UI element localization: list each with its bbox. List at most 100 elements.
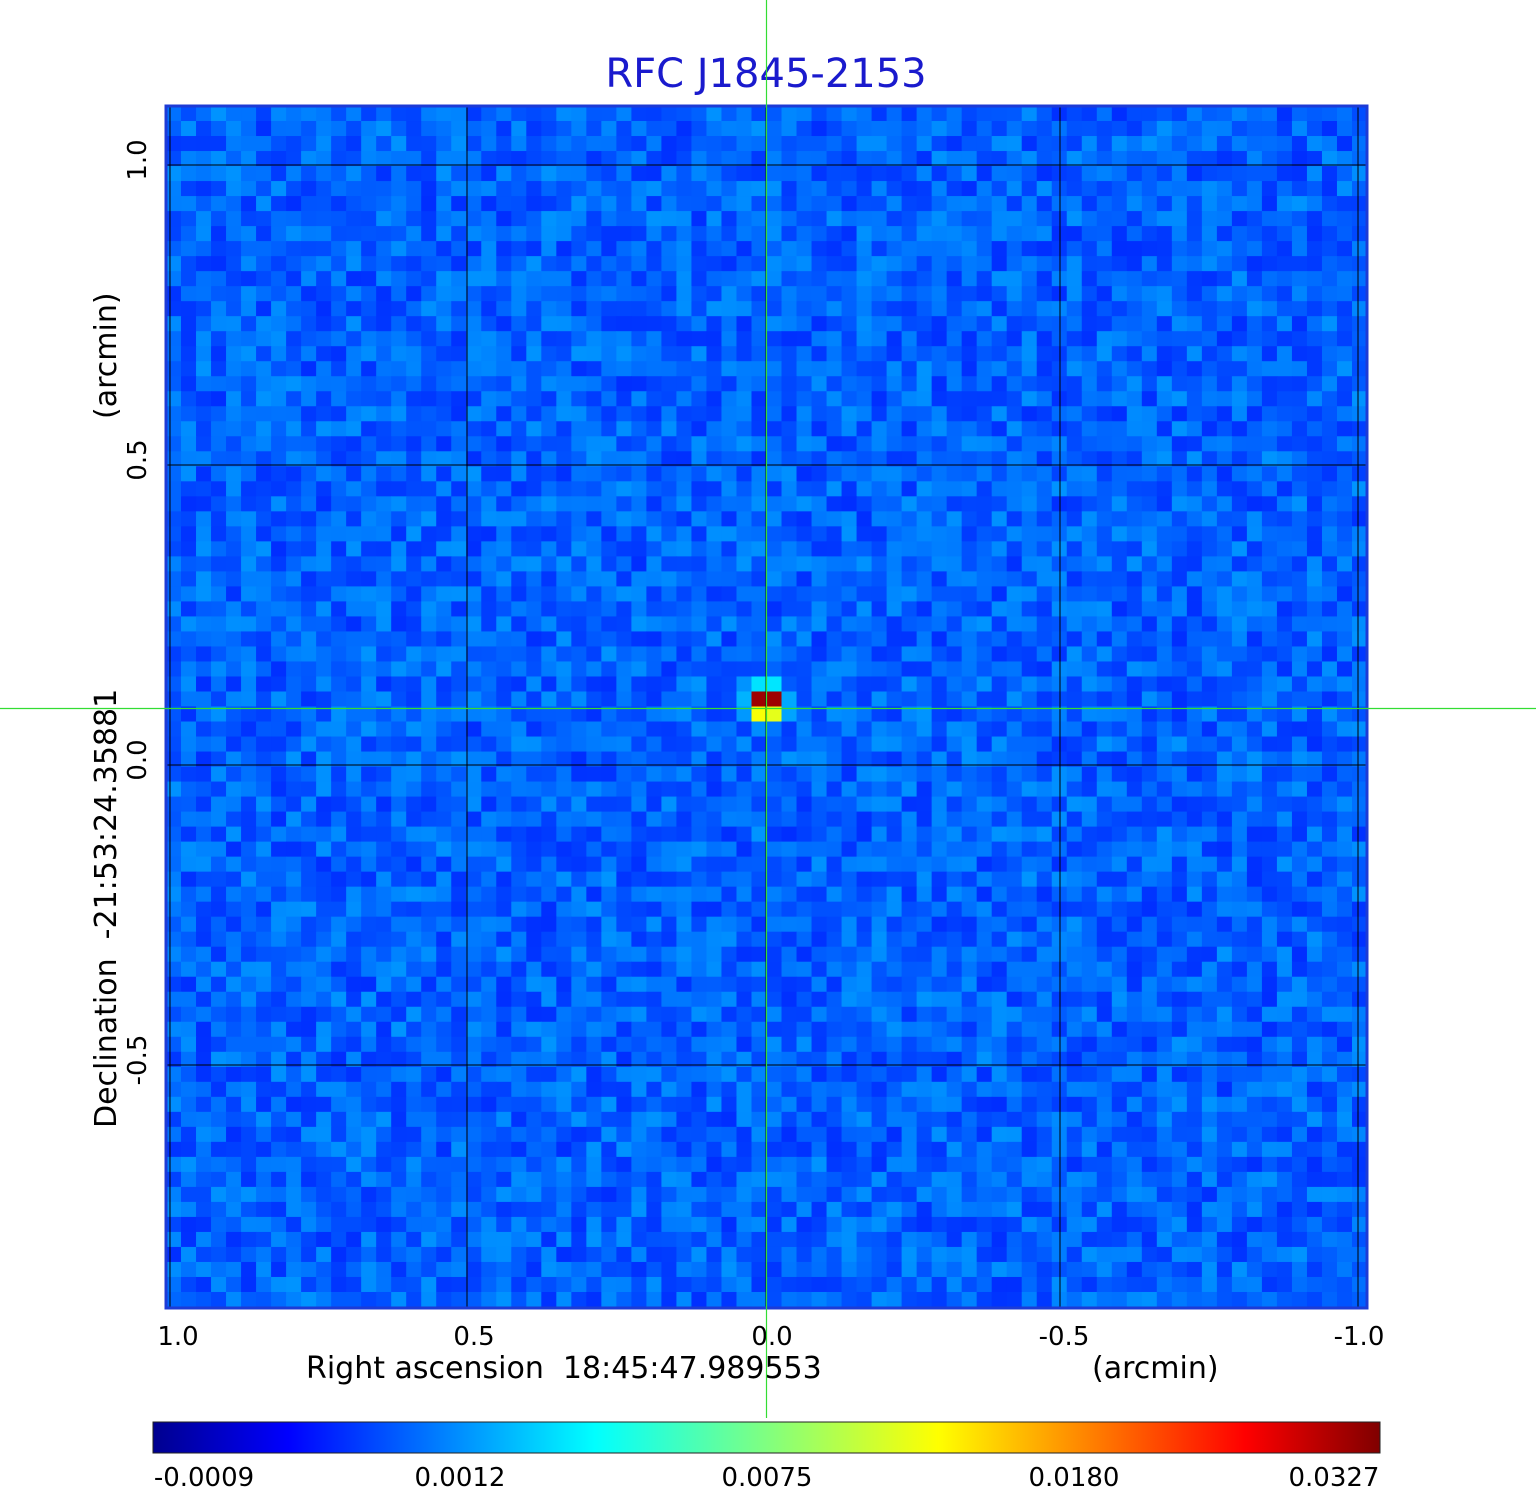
image-pixel [496, 991, 512, 1008]
image-pixel [1186, 1021, 1203, 1038]
image-pixel [796, 796, 813, 813]
image-pixel [1006, 196, 1023, 212]
image-pixel [451, 1021, 467, 1038]
image-pixel [436, 391, 452, 407]
image-pixel [1156, 181, 1173, 197]
image-pixel [1336, 541, 1353, 557]
image-pixel [451, 286, 467, 302]
image-pixel [436, 286, 452, 302]
image-pixel [1111, 121, 1128, 137]
image-pixel [1306, 721, 1323, 738]
image-pixel [1276, 361, 1293, 377]
image-pixel [1021, 121, 1038, 137]
image-pixel [616, 586, 632, 603]
image-pixel [991, 166, 1008, 182]
image-pixel [676, 841, 693, 858]
image-pixel [331, 256, 347, 272]
image-pixel [931, 301, 948, 317]
image-pixel [1171, 481, 1188, 497]
image-pixel [1066, 241, 1083, 257]
image-pixel [1171, 826, 1188, 843]
image-pixel [1201, 886, 1218, 903]
image-pixel [1186, 826, 1203, 843]
image-pixel [1096, 706, 1113, 723]
image-pixel [781, 991, 798, 1008]
image-pixel [1141, 661, 1158, 678]
image-pixel [961, 1021, 978, 1038]
image-pixel [181, 271, 197, 287]
image-pixel [811, 721, 828, 738]
image-pixel [406, 931, 422, 948]
image-pixel [331, 901, 347, 918]
image-pixel [1321, 301, 1338, 317]
image-pixel [1186, 586, 1203, 603]
image-pixel [541, 391, 557, 407]
image-pixel [286, 841, 302, 858]
image-pixel [796, 406, 813, 422]
image-pixel [451, 121, 467, 137]
image-pixel [331, 241, 347, 257]
image-pixel [871, 691, 888, 708]
image-pixel [1006, 991, 1023, 1008]
image-pixel [451, 541, 467, 557]
image-pixel [1006, 301, 1023, 317]
image-pixel [661, 691, 678, 708]
image-pixel [1216, 496, 1233, 512]
image-pixel [1021, 286, 1038, 302]
image-pixel [1036, 751, 1053, 768]
image-pixel [1276, 601, 1293, 618]
image-pixel [1351, 826, 1367, 843]
image-pixel [1291, 991, 1308, 1008]
image-pixel [751, 871, 768, 888]
image-pixel [391, 391, 407, 407]
image-pixel [1201, 346, 1218, 362]
image-pixel [1081, 916, 1098, 933]
image-pixel [1261, 646, 1278, 663]
image-pixel [301, 406, 317, 422]
image-pixel [736, 346, 753, 362]
image-pixel [826, 1006, 843, 1023]
image-pixel [1021, 976, 1038, 993]
image-pixel [631, 136, 647, 152]
image-pixel [496, 211, 512, 227]
image-pixel [346, 496, 362, 512]
image-pixel [496, 166, 512, 182]
image-pixel [376, 1036, 392, 1053]
image-pixel [886, 271, 903, 287]
image-pixel [1321, 331, 1338, 347]
image-pixel [886, 871, 903, 888]
image-pixel [271, 106, 287, 122]
image-pixel [436, 646, 452, 663]
image-pixel [436, 946, 452, 963]
image-pixel [181, 556, 197, 572]
image-pixel [616, 286, 632, 302]
image-pixel [1216, 841, 1233, 858]
image-pixel [886, 511, 903, 527]
image-pixel [496, 796, 512, 813]
image-pixel [241, 811, 257, 828]
image-pixel [256, 691, 272, 708]
image-pixel [376, 856, 392, 873]
image-pixel [1036, 1021, 1053, 1038]
image-pixel [451, 346, 467, 362]
image-pixel [1276, 211, 1293, 227]
image-pixel [991, 121, 1008, 137]
image-pixel [286, 481, 302, 497]
image-pixel [256, 511, 272, 527]
image-pixel [886, 721, 903, 738]
image-pixel [556, 646, 572, 663]
image-pixel [181, 736, 197, 753]
image-pixel [271, 751, 287, 768]
image-pixel [376, 316, 392, 332]
image-pixel [1246, 301, 1263, 317]
image-pixel [316, 481, 332, 497]
image-pixel [286, 526, 302, 542]
image-pixel [1291, 706, 1308, 723]
image-pixel [1306, 691, 1323, 708]
image-pixel [931, 571, 948, 587]
image-pixel [781, 406, 798, 422]
image-pixel [811, 781, 828, 798]
image-pixel [331, 166, 347, 182]
image-pixel [526, 1006, 542, 1023]
image-pixel [1261, 676, 1278, 693]
